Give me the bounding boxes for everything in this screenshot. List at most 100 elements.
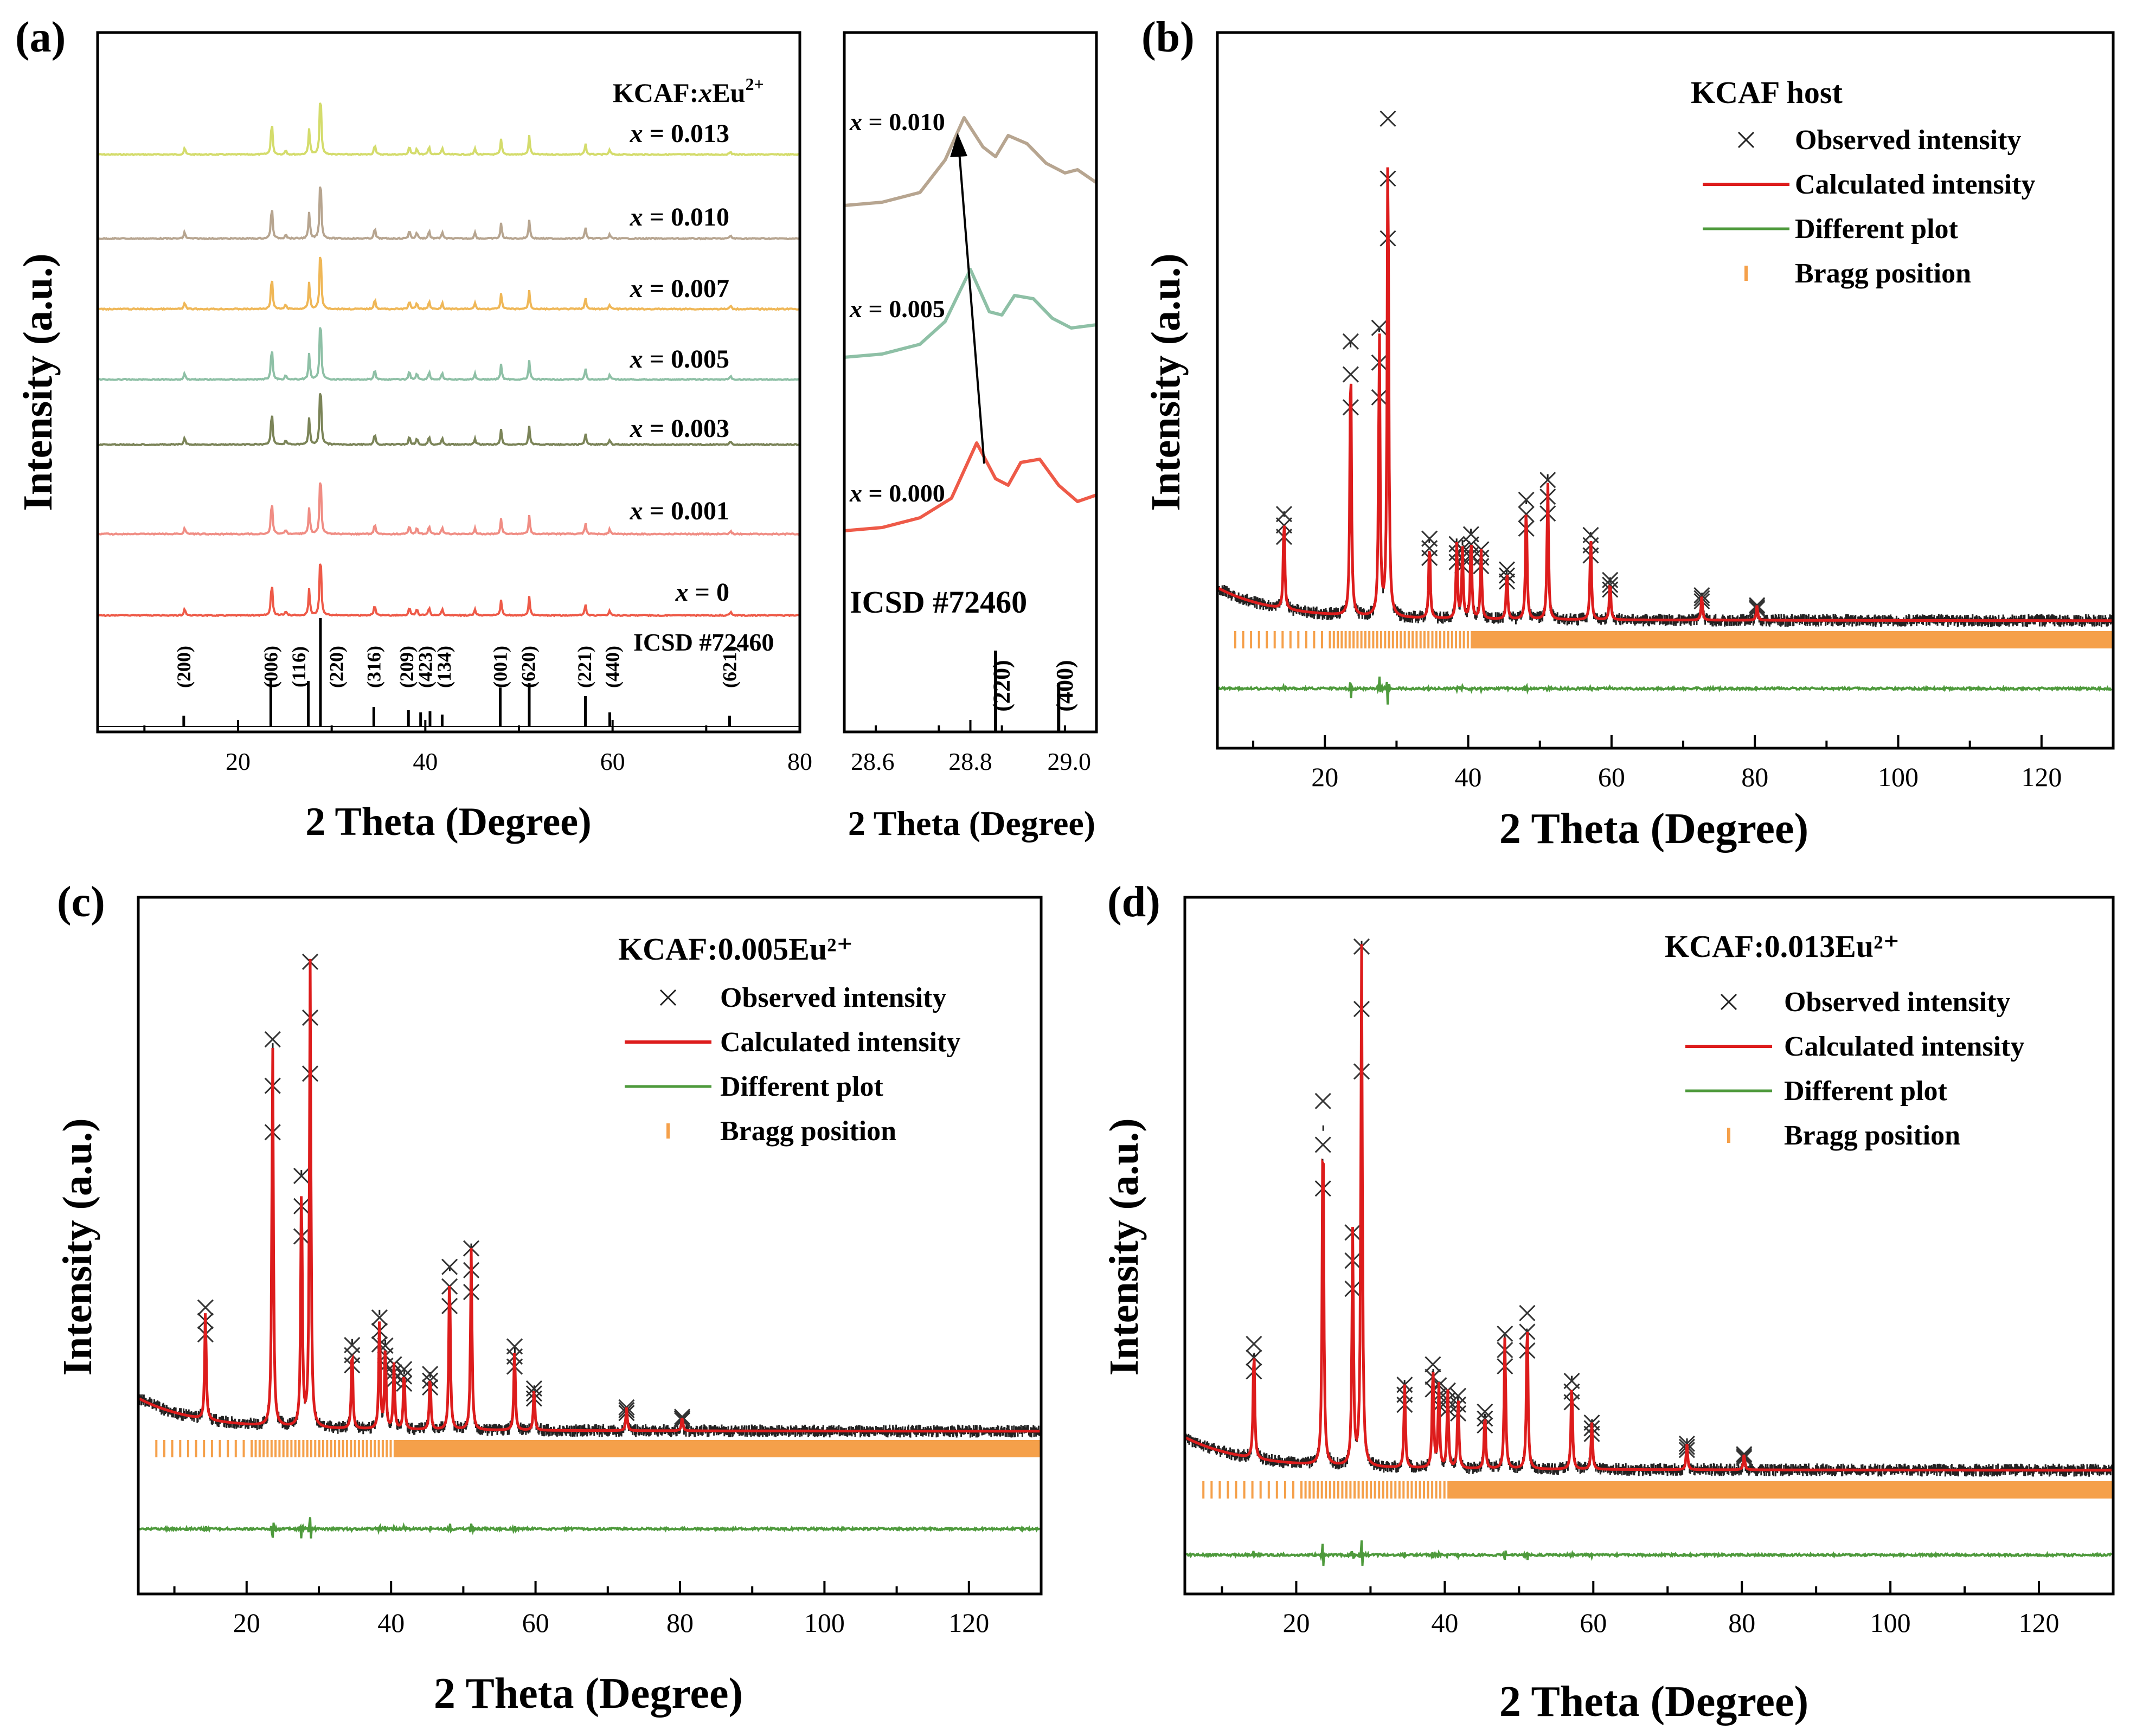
series-label-var: x xyxy=(630,203,643,232)
x-tick-label: 120 xyxy=(2021,762,2062,792)
zoom-x-axis-label: 2 Theta (Degree) xyxy=(848,804,1095,843)
series-line-3 xyxy=(97,256,800,311)
panel-c-plot xyxy=(138,953,1041,1539)
x-tick-label: 80 xyxy=(787,748,812,775)
zoom-x-ticks: 28.6 28.8 29.0 xyxy=(843,720,1098,775)
hkl-label-12: (440) xyxy=(602,646,624,688)
series-label-2: x = 0.010 xyxy=(630,203,729,232)
zoom-x-tick-label: 29.0 xyxy=(1048,748,1092,775)
panel-a-x-ticks: 20 40 60 80 xyxy=(143,720,812,775)
x-marker-icon xyxy=(1519,1304,1536,1321)
panel-b-label: (b) xyxy=(1141,14,1195,61)
series-label-value: = 0.010 xyxy=(643,203,729,232)
panel-d-title: KCAF:0.013Eu²⁺ xyxy=(1665,929,1900,964)
panel-a: (a) (200) (006) (116) (220) (316) (209)(423)(… xyxy=(15,14,812,844)
x-marker-icon xyxy=(1497,1326,1513,1342)
panel-d: (d) 20 40 60 80 100 120 KCAF:0.013Eu²⁺ Observ… xyxy=(1101,878,2115,1726)
x-marker-icon xyxy=(1477,1403,1493,1420)
x-tick-label: 60 xyxy=(1598,762,1625,792)
series-label-value: = 0 xyxy=(689,578,729,607)
arrowhead-icon xyxy=(950,133,967,157)
legend-bragg-label: Bragg position xyxy=(1784,1120,1960,1151)
x-marker-icon xyxy=(441,1258,458,1275)
legend-calculated-label: Calculated intensity xyxy=(1784,1031,2024,1062)
bragg-position-marks xyxy=(155,1440,1041,1457)
calculated-intensity-line xyxy=(1185,944,2112,1472)
series-label-7: x = 0 xyxy=(675,578,729,607)
x-marker-icon xyxy=(1314,1092,1331,1109)
hkl-label-5: (316) xyxy=(363,646,384,688)
x-tick-label: 20 xyxy=(1282,1608,1310,1638)
zoom-x-tick-label: 28.8 xyxy=(948,748,992,775)
zoom-x-tick-label: 28.6 xyxy=(851,748,895,775)
x-marker-icon xyxy=(1539,472,1556,488)
series-label-value: = 0.005 xyxy=(643,345,729,374)
panel-b-x-axis-label: 2 Theta (Degree) xyxy=(1499,805,1808,853)
series-label-value: = 0.007 xyxy=(643,274,729,303)
zoom-reference-sticks: (220) (400) xyxy=(989,651,1078,732)
zoom-series-label-value: = 0.005 xyxy=(862,295,945,323)
zoom-series-label-var: x xyxy=(849,108,862,136)
hkl-label-9: (001) xyxy=(489,646,511,688)
x-tick-label: 100 xyxy=(1878,762,1919,792)
series-label-var: x xyxy=(675,578,689,607)
series-label-var: x xyxy=(630,119,643,148)
panel-b-legend: Observed intensity Calculated intensity Di… xyxy=(1703,125,2035,289)
series-label-5: x = 0.003 xyxy=(630,414,729,443)
zoom-series-label-value: = 0.000 xyxy=(862,479,945,507)
panel-c-x-axis-label: 2 Theta (Degree) xyxy=(434,1670,743,1718)
x-marker-icon xyxy=(1275,506,1292,523)
x-tick-label: 60 xyxy=(600,748,625,775)
x-marker-icon xyxy=(396,1361,413,1378)
difference-plot-line xyxy=(1217,676,2113,705)
x-marker-icon xyxy=(1518,506,1535,523)
x-tick-label: 20 xyxy=(1311,762,1338,792)
panel-a-legend-title: KCAF:xEu2+ xyxy=(613,74,764,108)
x-tick-label: 40 xyxy=(1431,1608,1458,1638)
panel-d-label: (d) xyxy=(1107,878,1160,926)
legend-observed-marker xyxy=(659,989,677,1006)
hkl-label-4: (220) xyxy=(325,646,347,688)
panel-c-y-axis-label: Intensity (a.u.) xyxy=(55,1118,100,1375)
zoom-series-label-2: x = 0.005 xyxy=(849,295,945,323)
panel-b-plot xyxy=(1217,110,2113,705)
x-marker-icon xyxy=(396,1368,413,1385)
x-tick-label: 80 xyxy=(1741,762,1768,792)
x-marker-icon xyxy=(1678,1435,1695,1452)
series-label-6: x = 0.001 xyxy=(630,497,729,525)
x-marker-icon xyxy=(1518,491,1535,508)
legend-observed-marker xyxy=(1720,993,1737,1011)
x-marker-icon xyxy=(1342,333,1359,350)
panel-a-reference-label: ICSD #72460 xyxy=(633,628,774,656)
zoom-series-label-var: x xyxy=(849,479,862,507)
hkl-label-10: (620) xyxy=(517,646,539,688)
x-tick-label: 60 xyxy=(1580,1608,1607,1638)
panel-a-x-axis-label: 2 Theta (Degree) xyxy=(305,800,591,844)
series-label-var: x xyxy=(630,497,643,525)
series-label-3: x = 0.007 xyxy=(630,274,729,303)
series-label-1: x = 0.013 xyxy=(630,119,729,148)
x-marker-icon xyxy=(1449,1387,1467,1404)
legend-difference-label: Different plot xyxy=(1795,214,1959,245)
panel-a-label: (a) xyxy=(15,14,66,61)
legend-observed-label: Observed intensity xyxy=(720,982,946,1013)
hkl-label-7: (423) xyxy=(414,646,436,688)
panel-a-frame xyxy=(96,31,801,734)
x-marker-icon xyxy=(1246,1335,1262,1352)
x-tick-label: 120 xyxy=(2019,1608,2060,1638)
series-label-var: x xyxy=(630,414,643,443)
series-line-2 xyxy=(97,187,800,241)
zoom-hkl-label-2: (400) xyxy=(1051,660,1078,711)
zoom-series-line-2 xyxy=(844,268,1097,359)
x-tick-label: 20 xyxy=(233,1608,260,1638)
panel-a-series xyxy=(97,102,800,618)
panel-b: (b) 20 40 60 80 100 120 KCAF host Observed in… xyxy=(1141,14,2115,853)
x-marker-icon xyxy=(1314,1136,1331,1153)
hkl-label-13: (621) xyxy=(719,646,741,688)
difference-plot-line xyxy=(138,1517,1041,1539)
x-tick-label: 100 xyxy=(804,1608,845,1638)
series-line-7 xyxy=(97,563,799,618)
x-marker-icon xyxy=(1693,587,1710,603)
